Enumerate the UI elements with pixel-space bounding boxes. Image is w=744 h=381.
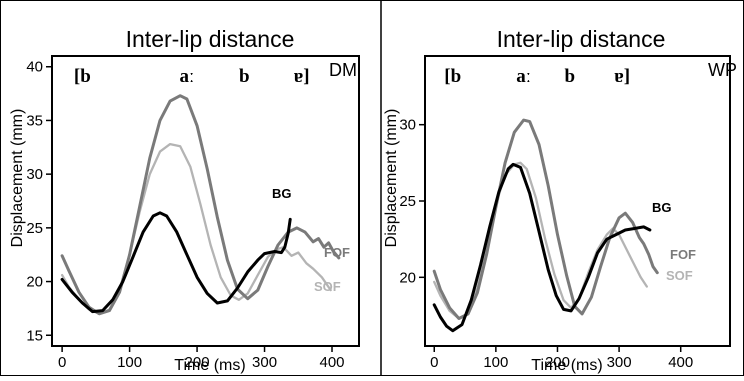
x-tick-label: 100	[483, 354, 508, 371]
x-tick-label: 200	[545, 354, 570, 371]
series-label-sof: SOF	[666, 268, 693, 283]
y-tick-label: 30	[26, 166, 43, 183]
segment-label: ɐ]	[294, 66, 310, 87]
panel-dm: Inter-lip distance DM [b aː b ɐ] 0 100 200 300 400…	[9, 26, 360, 374]
x-tick-label: 0	[58, 354, 66, 371]
x-axis-label: Time (ms)	[531, 357, 602, 374]
series-line-fof	[60, 94, 341, 316]
x-axis-label: Time (ms)	[174, 357, 245, 374]
x-tick-label: 400	[668, 354, 693, 371]
y-axis-label: Displacement (mm)	[383, 109, 400, 248]
x-tick-label: 100	[117, 354, 142, 371]
segment-label: [b	[444, 66, 461, 87]
segment-label: ɐ]	[614, 66, 630, 87]
series-label-bg: BG	[652, 200, 672, 215]
speaker-label: WP	[708, 60, 737, 80]
x-tick-label: 300	[607, 354, 632, 371]
y-tick-label: 25	[399, 193, 416, 210]
x-tick-label: 0	[430, 354, 438, 371]
segment-label: b	[565, 66, 576, 87]
series-line-bg	[60, 211, 292, 314]
y-tick-label: 20	[26, 274, 43, 291]
x-tick-label: 300	[252, 354, 277, 371]
y-tick-label: 35	[26, 112, 43, 129]
y-tick-label: 40	[26, 59, 43, 76]
segment-label: aː	[180, 66, 195, 87]
series-label-bg: BG	[272, 186, 292, 201]
segment-label: b	[239, 66, 250, 87]
series-label-sof: SOF	[314, 279, 341, 294]
series-label-fof: FOF	[324, 245, 350, 260]
y-tick-label: 20	[399, 269, 416, 286]
segment-label: aː	[516, 66, 531, 87]
plot-area	[51, 55, 360, 347]
series-line-bg	[432, 162, 652, 333]
speaker-label: DM	[329, 60, 357, 80]
y-tick-label: 30	[399, 117, 416, 134]
chart-title: Inter-lip distance	[497, 26, 666, 52]
series-label-fof: FOF	[670, 247, 696, 262]
x-tick-label: 200	[185, 354, 210, 371]
y-tick-label: 25	[26, 220, 43, 237]
panel-wp: Inter-lip distance WP [b aː b ɐ] 0 100 200 300 400…	[383, 26, 737, 374]
y-tick-label: 15	[26, 327, 43, 344]
x-tick-label: 400	[319, 354, 344, 371]
segment-label: [b	[74, 66, 91, 87]
y-axis-label: Displacement (mm)	[9, 109, 26, 248]
chart-title: Inter-lip distance	[126, 26, 295, 52]
